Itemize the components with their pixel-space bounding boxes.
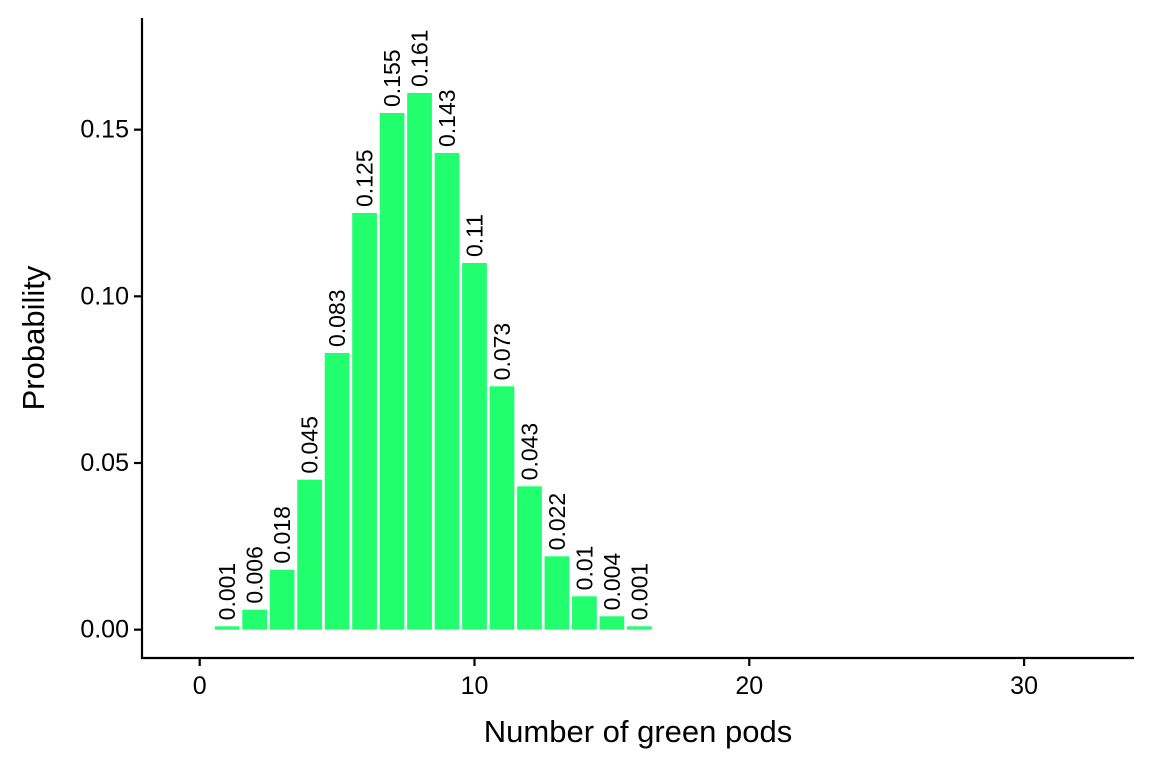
y-tick-label: 0.00 <box>80 616 129 644</box>
bar-8 <box>407 93 432 630</box>
bar-2 <box>242 609 268 630</box>
bar-11 <box>489 386 515 630</box>
data-label-13: 0.022 <box>544 493 570 551</box>
data-label-14: 0.01 <box>571 546 597 591</box>
bar-9 <box>434 153 460 630</box>
bar-16 <box>627 626 652 630</box>
bar-14 <box>572 596 597 630</box>
data-label-3: 0.018 <box>269 506 295 564</box>
data-label-15: 0.004 <box>599 553 625 611</box>
data-label-16: 0.001 <box>626 563 652 621</box>
data-label-5: 0.083 <box>324 289 350 347</box>
bar-15 <box>599 616 625 630</box>
bar-6 <box>352 213 377 630</box>
bar-4 <box>297 479 322 630</box>
x-tick-label: 20 <box>735 672 763 700</box>
bar-1 <box>214 626 240 630</box>
bar-3 <box>269 569 295 630</box>
y-axis-title: Probability <box>16 265 51 410</box>
data-label-8: 0.161 <box>407 29 433 87</box>
bar-7 <box>379 113 405 630</box>
bar-12 <box>517 486 542 630</box>
y-ticks-layer: 0.00 0.05 0.10 0.15 <box>80 116 142 644</box>
x-axis-title: Number of green pods <box>484 714 792 749</box>
y-tick-label: 0.10 <box>80 282 129 310</box>
axes-layer <box>140 18 1134 660</box>
data-label-7: 0.155 <box>379 49 405 107</box>
bar-5 <box>324 353 350 630</box>
x-tick-label: 30 <box>1010 672 1038 700</box>
y-tick-label: 0.15 <box>80 116 129 144</box>
bars-layer <box>214 93 652 630</box>
x-tick-label: 0 <box>193 672 207 700</box>
bar-13 <box>544 556 570 630</box>
data-label-2: 0.006 <box>242 546 268 604</box>
data-label-10: 0.11 <box>461 214 487 257</box>
data-label-9: 0.143 <box>434 89 460 147</box>
bar-10 <box>462 263 487 630</box>
data-label-11: 0.073 <box>489 323 515 381</box>
data-label-12: 0.043 <box>516 423 542 481</box>
y-tick-label: 0.05 <box>80 449 129 477</box>
data-label-6: 0.125 <box>352 149 378 207</box>
x-tick-label: 10 <box>461 672 489 700</box>
x-ticks-layer: 0 10 20 30 <box>193 658 1038 700</box>
data-label-1: 0.001 <box>214 563 240 621</box>
data-label-4: 0.045 <box>297 416 323 474</box>
